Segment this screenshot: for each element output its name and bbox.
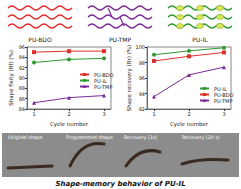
svg-text:Cycle number: Cycle number bbox=[50, 121, 89, 128]
svg-text:Cycle number: Cycle number bbox=[170, 121, 209, 128]
svg-text:94: 94 bbox=[139, 91, 145, 97]
svg-text:PU-BDO: PU-BDO bbox=[214, 91, 234, 98]
svg-text:PU-IL: PU-IL bbox=[214, 85, 227, 92]
svg-text:94: 94 bbox=[19, 54, 25, 60]
svg-text:PU-TMP: PU-TMP bbox=[94, 84, 112, 90]
svg-text:98: 98 bbox=[139, 60, 145, 66]
svg-text:Programmed shape: Programmed shape bbox=[66, 135, 113, 140]
svg-text:Shape recovery (Rr) (%): Shape recovery (Rr) (%) bbox=[126, 45, 133, 111]
svg-text:PU-BDO: PU-BDO bbox=[94, 71, 114, 78]
svg-text:2: 2 bbox=[187, 111, 190, 117]
svg-text:Shape fixity (Rf) (%): Shape fixity (Rf) (%) bbox=[8, 50, 15, 106]
svg-text:3: 3 bbox=[222, 111, 225, 117]
svg-text:86: 86 bbox=[19, 96, 25, 102]
svg-text:3: 3 bbox=[102, 111, 105, 117]
svg-text:PU-IL: PU-IL bbox=[94, 77, 107, 84]
svg-text:Shape-memory behavior of PU-IL: Shape-memory behavior of PU-IL bbox=[55, 180, 185, 188]
svg-text:92: 92 bbox=[139, 106, 145, 112]
svg-text:90: 90 bbox=[19, 75, 25, 81]
svg-text:PU-BDO: PU-BDO bbox=[28, 36, 52, 43]
svg-text:84: 84 bbox=[19, 106, 25, 112]
svg-text:PU-TMP: PU-TMP bbox=[214, 98, 232, 104]
svg-text:88: 88 bbox=[19, 85, 25, 91]
svg-text:Original shape: Original shape bbox=[8, 135, 43, 140]
svg-text:PU-TMP: PU-TMP bbox=[109, 36, 131, 43]
svg-text:100: 100 bbox=[135, 44, 145, 50]
svg-text:92: 92 bbox=[19, 65, 25, 71]
svg-text:1: 1 bbox=[32, 111, 35, 117]
svg-text:96: 96 bbox=[19, 44, 25, 50]
svg-text:Recovery (1s): Recovery (1s) bbox=[124, 135, 157, 140]
svg-text:Recovery (20 s): Recovery (20 s) bbox=[182, 135, 220, 140]
svg-text:2: 2 bbox=[67, 111, 70, 117]
svg-text:PU-IL: PU-IL bbox=[192, 36, 208, 43]
svg-text:1: 1 bbox=[152, 111, 155, 117]
svg-text:96: 96 bbox=[139, 75, 145, 81]
